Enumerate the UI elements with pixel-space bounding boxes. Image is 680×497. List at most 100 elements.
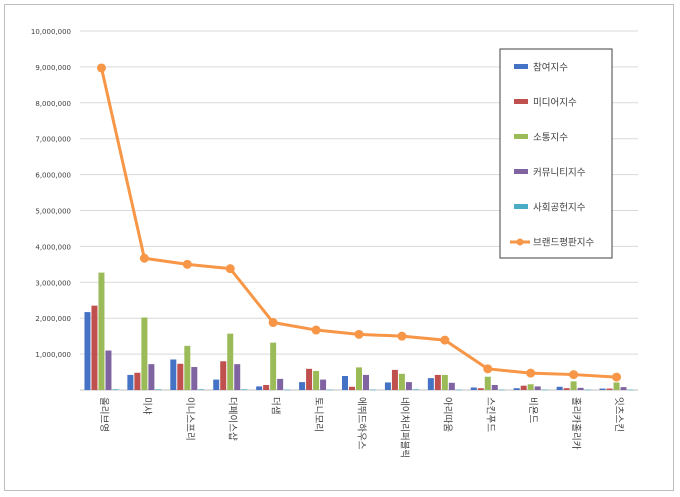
y-tick-label: 8,000,000 xyxy=(35,100,71,108)
bar xyxy=(177,363,184,390)
bar xyxy=(155,389,162,390)
bar xyxy=(299,382,306,390)
bar xyxy=(306,368,313,390)
x-tick-label: 아리따움 xyxy=(441,397,452,432)
bar xyxy=(484,376,491,390)
bar xyxy=(370,389,376,391)
bar xyxy=(412,389,419,390)
bar xyxy=(513,388,520,390)
legend-swatch xyxy=(514,134,528,139)
line-point xyxy=(139,253,149,263)
y-tick-label: 9,000,000 xyxy=(35,64,71,72)
bar xyxy=(470,387,477,390)
line-point xyxy=(268,318,278,328)
line-point xyxy=(526,368,536,378)
bar xyxy=(241,389,248,390)
bar xyxy=(127,374,134,390)
line-point xyxy=(440,335,450,345)
bar xyxy=(599,388,606,390)
legend-label: 브랜드평판지수 xyxy=(533,238,594,249)
bar xyxy=(448,382,455,390)
legend-label: 참여지수 xyxy=(533,62,568,74)
bar xyxy=(112,389,119,390)
y-tick-label: 6,000,000 xyxy=(35,172,71,180)
bar xyxy=(227,333,234,390)
bar xyxy=(98,272,105,390)
y-tick-label: 4,000,000 xyxy=(35,243,71,251)
bar xyxy=(191,367,198,390)
bar xyxy=(606,388,613,390)
line-point xyxy=(225,264,235,274)
x-tick-label: 비욘드 xyxy=(527,397,538,423)
x-tick-label: 미샤 xyxy=(141,397,152,415)
bar xyxy=(220,361,227,390)
bar xyxy=(184,345,191,390)
x-tick-label: 토니모리 xyxy=(313,397,324,432)
bar xyxy=(148,364,155,390)
bar xyxy=(527,384,534,390)
bar xyxy=(534,386,541,390)
bar xyxy=(520,385,527,390)
bar xyxy=(327,389,334,391)
line-point xyxy=(311,325,321,335)
bar xyxy=(427,378,434,390)
x-tick-label: 이니스프리 xyxy=(184,397,195,441)
bar xyxy=(349,386,355,390)
bar xyxy=(556,386,563,390)
y-tick-label: 10,000,000 xyxy=(31,28,71,36)
bar xyxy=(342,375,348,390)
legend-label: 사회공헌지수 xyxy=(533,203,586,214)
bar xyxy=(91,305,98,390)
bar xyxy=(320,379,327,390)
bar xyxy=(363,374,369,390)
bar xyxy=(134,372,141,390)
line-point xyxy=(569,370,579,380)
x-tick-label: 네이처리퍼블릭 xyxy=(398,397,410,458)
legend-label: 미디어지수 xyxy=(533,98,577,109)
bar xyxy=(491,384,498,390)
bar xyxy=(455,389,462,391)
y-tick-label: 5,000,000 xyxy=(35,208,71,216)
bar xyxy=(563,388,570,390)
x-tick-label: 에뛰드하우스 xyxy=(356,397,368,450)
legend-label: 소통지수 xyxy=(533,133,568,144)
y-tick-label: 3,000,000 xyxy=(35,279,71,287)
bar xyxy=(170,359,177,390)
bar xyxy=(384,382,391,390)
bar xyxy=(391,369,398,390)
bar xyxy=(263,384,270,390)
bar xyxy=(434,374,441,390)
line-point xyxy=(182,259,192,269)
bar xyxy=(356,367,362,390)
bar xyxy=(620,387,627,390)
bar xyxy=(498,389,505,391)
bar xyxy=(313,370,320,390)
legend-swatch xyxy=(514,64,528,69)
legend-swatch xyxy=(514,169,528,174)
x-tick-label: 스킨푸드 xyxy=(484,397,495,432)
y-tick-label: 2,000,000 xyxy=(35,315,71,323)
legend-swatch-marker xyxy=(516,238,524,246)
legend-box xyxy=(499,48,613,259)
bar xyxy=(613,382,620,390)
legend-label: 커뮤니티지수 xyxy=(533,168,586,179)
bar xyxy=(570,381,577,390)
bar xyxy=(577,387,584,390)
bar xyxy=(141,317,148,390)
line-series xyxy=(96,63,622,382)
y-tick-label: 1,000,000 xyxy=(35,351,71,359)
x-tick-label: 홀리카홀리카 xyxy=(570,397,582,450)
bar xyxy=(405,382,412,390)
legend-swatch xyxy=(514,204,528,209)
x-tick-label: 잇츠스킨 xyxy=(613,397,625,432)
legend-swatch xyxy=(514,99,528,104)
x-axis-labels: 올리브영 미샤 이니스프리 더페이스샵 더샘 토니모리 에뛰드하우스 네이처리퍼블릭 아리따움 스… xyxy=(98,397,625,458)
bar xyxy=(84,312,91,390)
bar xyxy=(441,374,448,390)
bar-series xyxy=(84,272,634,391)
bar xyxy=(584,389,591,391)
line-point xyxy=(354,329,364,339)
x-tick-label: 더샘 xyxy=(270,397,281,414)
x-tick-label: 올리브영 xyxy=(98,397,109,432)
